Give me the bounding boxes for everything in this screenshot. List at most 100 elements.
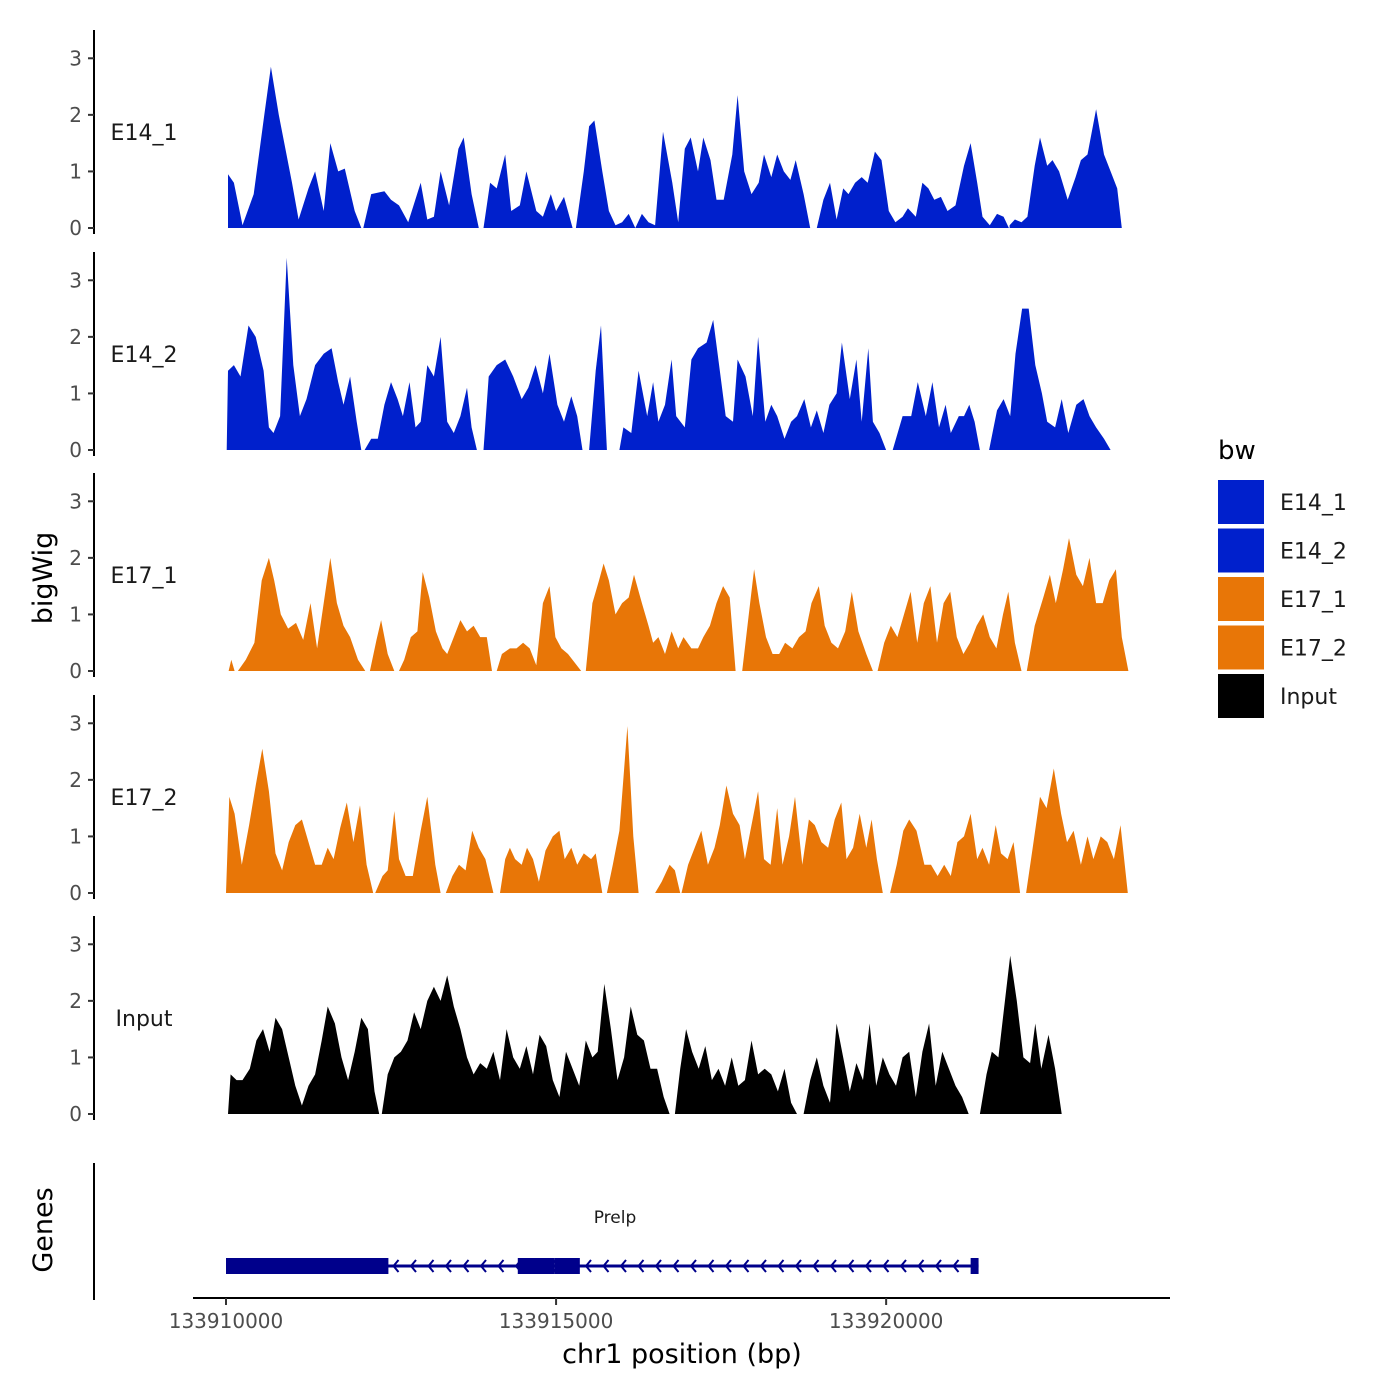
strand-chevron [812, 1259, 820, 1273]
y-tick-label: 0 [69, 881, 82, 905]
legend-swatch [1218, 480, 1264, 524]
coverage-area [364, 336, 477, 450]
strand-chevron [742, 1259, 750, 1273]
y-axes: 0 1 2 3 0 1 2 3 0 1 2 3 0 1 2 3 0 1 2 3 [69, 30, 95, 1126]
strand-chevron [899, 1259, 907, 1273]
coverage-area [1009, 109, 1122, 228]
y-tick-label: 1 [69, 824, 82, 848]
y-tick-label: 1 [69, 1045, 82, 1069]
track-label: Input [116, 1007, 173, 1032]
strand-chevron [392, 1259, 400, 1273]
x-axis: 133910000 133915000 133920000 [169, 1297, 1170, 1333]
legend-entry-label: E17_1 [1280, 588, 1347, 613]
y-tick-label: 2 [69, 989, 82, 1013]
legend-entry-label: E14_1 [1280, 491, 1347, 516]
y-tick-label: 3 [69, 46, 82, 70]
coverage-area [226, 748, 374, 893]
y-tick-label: 1 [69, 159, 82, 183]
strand-chevron [829, 1259, 837, 1273]
coverage-area [228, 66, 362, 228]
strand-chevron [584, 1259, 592, 1273]
coverage-area [890, 813, 1021, 893]
track-label: E14_2 [111, 343, 178, 368]
coverage-area [989, 308, 1111, 450]
y-tick-label: 3 [69, 932, 82, 956]
strand-chevron [934, 1259, 942, 1273]
coverage-area [381, 975, 670, 1114]
strand-chevron [777, 1259, 785, 1273]
track-label: E14_1 [111, 121, 178, 146]
strand-chevron [619, 1259, 627, 1273]
legend-title: bw [1218, 436, 1256, 466]
coverage-area [483, 353, 583, 450]
coverage-area [228, 1006, 380, 1114]
coverage-area [375, 796, 441, 893]
strand-chevron [444, 1259, 452, 1273]
strand-chevron [724, 1259, 732, 1273]
strand-chevron [759, 1259, 767, 1273]
coverage-area [237, 557, 366, 671]
y-tick-label: 3 [69, 711, 82, 735]
legend-entry-label: E14_2 [1280, 540, 1347, 565]
y-tick-label: 2 [69, 546, 82, 570]
strand-chevron [952, 1259, 960, 1273]
track-input: Input [116, 955, 1062, 1114]
coverage-area [585, 563, 736, 671]
gene-exon [554, 1258, 580, 1274]
y-tick-label: 2 [69, 325, 82, 349]
coverage-area [606, 726, 639, 893]
coverage-area [589, 325, 607, 450]
track-e17-2: E17_2 [111, 726, 1128, 893]
strand-chevron [847, 1259, 855, 1273]
coverage-area [500, 830, 603, 893]
gene-exon [226, 1258, 389, 1274]
legend-entry-label: E17_2 [1280, 637, 1347, 662]
y-tick-label: 2 [69, 768, 82, 792]
y-tick-label: 0 [69, 438, 82, 462]
track-label: E17_1 [111, 564, 178, 589]
y-tick-label: 1 [69, 602, 82, 626]
strand-chevron [794, 1259, 802, 1273]
gene-exon [517, 1258, 555, 1274]
legend: bw E14_1 E14_2 E17_1 E17_2 Input [1218, 436, 1347, 718]
gene-name-label: Prelp [594, 1208, 637, 1228]
strand-chevron [427, 1259, 435, 1273]
coverage-area [619, 319, 887, 450]
strand-chevron [882, 1259, 890, 1273]
coverage-area [674, 1029, 797, 1114]
strand-chevron [479, 1259, 487, 1273]
x-tick-label: 133910000 [169, 1309, 284, 1333]
y-tick-label: 0 [69, 1102, 82, 1126]
track-e14-2: E14_2 [111, 257, 1111, 450]
coverage-area [483, 154, 573, 228]
coverage-area [979, 955, 1062, 1114]
strand-chevron [672, 1259, 680, 1273]
y-tick-label: 0 [69, 659, 82, 683]
strand-chevron [497, 1259, 505, 1273]
coverage-area [399, 572, 492, 671]
strand-chevron [917, 1259, 925, 1273]
x-tick-label: 133915000 [499, 1309, 614, 1333]
coverage-area [228, 659, 235, 671]
coverage-area [892, 382, 980, 450]
coverage-area [803, 1023, 969, 1114]
strand-chevron [864, 1259, 872, 1273]
x-axis-title: chr1 position (bp) [562, 1339, 802, 1370]
track-label: E17_2 [111, 786, 178, 811]
strand-chevron [602, 1259, 610, 1273]
coverage-area [1026, 768, 1128, 893]
bigwig-tracks: E14_1 E14_2 E17_1 E17_2 Input [111, 66, 1129, 1114]
y-tick-label: 3 [69, 489, 82, 513]
coverage-area [226, 257, 362, 450]
coverage-area [575, 95, 811, 228]
legend-swatch [1218, 625, 1264, 670]
strand-chevron [409, 1259, 417, 1273]
coverage-area [369, 620, 395, 671]
y-tick-label: 0 [69, 216, 82, 240]
x-tick-label: 133920000 [829, 1309, 944, 1333]
y-tick-label: 2 [69, 103, 82, 127]
coverage-area [681, 785, 883, 893]
strand-chevron [637, 1259, 645, 1273]
coverage-area [445, 830, 494, 893]
